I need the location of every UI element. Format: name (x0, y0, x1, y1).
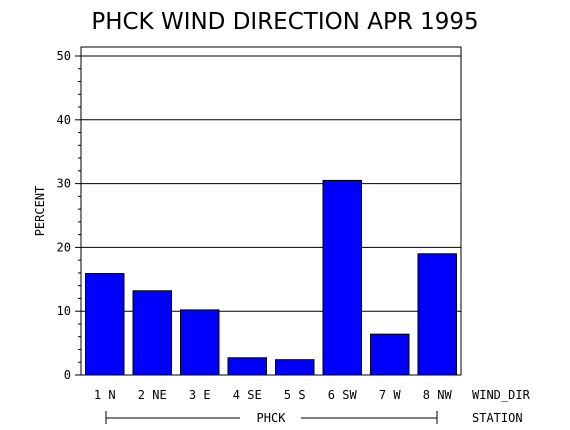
bars (85, 179, 457, 376)
bar (322, 179, 362, 376)
y-ticks (75, 55, 81, 376)
bar (180, 309, 220, 376)
bar (275, 359, 315, 376)
x-axis-label: WIND_DIR (472, 388, 531, 402)
x-tick-label: 7 W (379, 388, 401, 402)
x-tick-label: 8 NW (423, 388, 453, 402)
plot-frame (80, 46, 462, 376)
y-tick-labels: 0 10 20 30 40 50 (57, 49, 71, 382)
x-tick-label: 4 SE (233, 388, 262, 402)
x-tick-label: 6 SW (328, 388, 358, 402)
station-bracket (105, 411, 438, 424)
x-tick-label: 1 N (94, 388, 116, 402)
y-axis-label: PERCENT (33, 186, 47, 237)
chart-title: PHCK WIND DIRECTION APR 1995 (91, 9, 478, 35)
station-group-label: PHCK (257, 411, 287, 425)
x-tick-labels: 1 N 2 NE 3 E 4 SE 5 S 6 SW 7 W 8 NW (94, 388, 453, 402)
bar (227, 357, 267, 376)
y-tick-label: 40 (57, 113, 71, 127)
x-tick-label: 5 S (284, 388, 306, 402)
y-tick-label: 50 (57, 49, 71, 63)
y-tick-label: 0 (64, 368, 71, 382)
y-tick-label: 30 (57, 177, 71, 191)
station-axis-label: STATION (472, 411, 523, 425)
bar (132, 290, 172, 376)
y-tick-label: 10 (57, 304, 71, 318)
bar (85, 273, 125, 376)
gridlines (81, 55, 461, 312)
bar (417, 253, 457, 376)
x-tick-label: 2 NE (138, 388, 167, 402)
x-tick-label: 3 E (189, 388, 211, 402)
y-tick-label: 20 (57, 240, 71, 254)
bar (370, 333, 410, 376)
